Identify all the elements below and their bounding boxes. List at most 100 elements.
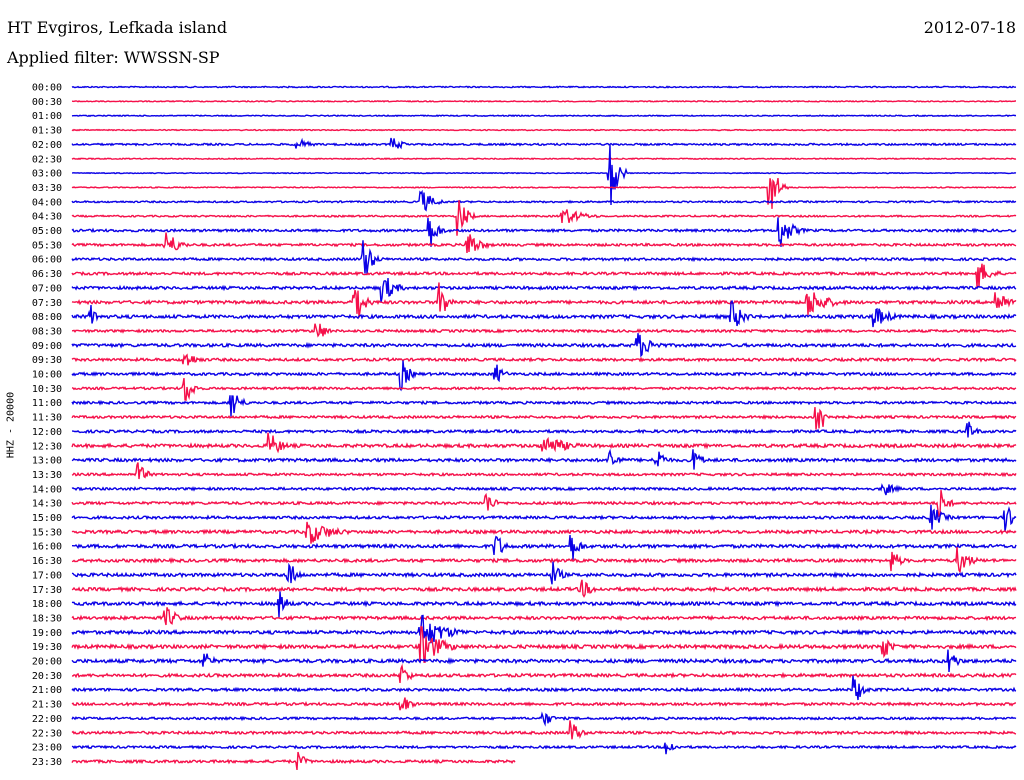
trace-line [71,751,516,770]
row-time-label: 03:00 [32,169,62,180]
trace-line [71,483,1017,496]
row-time-label: 09:30 [32,355,62,366]
row-time-label: 14:30 [32,499,62,510]
row-time-label: 00:30 [32,97,62,108]
row-time-label: 07:00 [32,283,62,294]
trace-line [72,534,1017,560]
trace-line [71,240,1017,274]
row-time-label: 16:00 [32,542,62,553]
row-time-label: 20:00 [32,657,62,668]
trace-line [72,144,1017,206]
trace-line [71,137,1017,150]
trace-line [71,299,1017,328]
trace-line [71,85,1017,89]
trace-line [71,217,1017,247]
row-time-label: 22:30 [32,728,62,739]
row-time-label: 04:00 [32,197,62,208]
trace-line [71,547,1017,574]
row-time-label: 11:30 [32,413,62,424]
trace-line [71,591,1017,618]
row-time-label: 12:30 [32,441,62,452]
trace-line [71,263,1017,288]
trace-line [71,99,1016,103]
row-time-label: 17:00 [32,570,62,581]
row-time-label: 13:00 [32,456,62,467]
filter-label: Applied filter: WWSSN-SP [7,48,220,67]
row-time-label: 03:30 [32,183,62,194]
row-time-label: 15:00 [32,513,62,524]
row-time-label: 05:30 [32,240,62,251]
trace-line [71,521,1017,544]
trace-line [71,720,1017,740]
row-time-label: 07:30 [32,298,62,309]
trace-line [71,353,1017,366]
trace-line [71,489,1017,518]
trace-line [71,579,1017,598]
row-time-label: 20:30 [32,671,62,682]
row-time-label: 02:30 [32,154,62,165]
row-time-label: 23:30 [32,757,62,768]
trace-line [71,333,1017,358]
trace-line [71,114,1017,118]
trace-line [71,177,1017,209]
row-time-label: 11:00 [32,398,62,409]
trace-line [71,697,1017,711]
trace-line [71,323,1017,338]
trace-line [71,614,1017,644]
row-time-label: 01:00 [32,111,62,122]
row-time-label: 19:00 [32,628,62,639]
trace-line [71,128,1017,132]
trace-line [71,504,1017,532]
row-time-label: 15:30 [32,527,62,538]
row-time-label: 21:00 [32,685,62,696]
trace-line [71,649,1017,673]
row-time-label: 09:00 [32,341,62,352]
trace-line [71,377,1017,402]
trace-line [71,395,1017,417]
trace-line [71,462,1017,480]
trace-line [71,432,1017,454]
trace-line [71,232,1017,253]
row-time-label: 13:30 [32,470,62,481]
station-title: HT Evgiros, Lefkada island [7,18,228,37]
trace-line [71,189,1017,212]
row-time-label: 18:30 [32,613,62,624]
row-time-label: 23:00 [32,743,62,754]
trace-line [71,448,1017,470]
row-time-label: 10:00 [32,370,62,381]
trace-line [71,561,1017,585]
trace-line [71,675,1017,701]
trace-line [71,607,1017,626]
trace-line [72,421,1017,438]
trace-line [71,407,1017,430]
row-time-label: 19:30 [32,642,62,653]
row-time-label: 18:00 [32,599,62,610]
trace-line [71,360,1017,392]
row-time-label: 21:30 [32,700,62,711]
row-time-label: 02:00 [32,140,62,151]
trace-line [71,157,1017,161]
row-time-label: 10:30 [32,384,62,395]
row-time-label: 01:30 [32,126,62,137]
row-time-label: 14:00 [32,484,62,495]
row-time-label: 16:30 [32,556,62,567]
trace-line [71,625,1017,663]
trace-line [71,742,1017,755]
row-time-label: 06:30 [32,269,62,280]
row-time-label: 05:00 [32,226,62,237]
trace-line [71,200,1017,236]
row-time-label: 06:00 [32,255,62,266]
date-label: 2012-07-18 [923,18,1016,37]
row-time-label: 00:00 [32,83,62,94]
trace-line [71,663,1017,683]
trace-line [71,277,1017,303]
row-time-label: 08:30 [32,326,62,337]
row-time-label: 08:00 [32,312,62,323]
row-time-label: 22:00 [32,714,62,725]
row-time-label: 17:30 [32,585,62,596]
row-time-label: 04:30 [32,212,62,223]
trace-line [71,282,1017,318]
trace-line [71,711,1017,727]
row-time-label: 12:00 [32,427,62,438]
